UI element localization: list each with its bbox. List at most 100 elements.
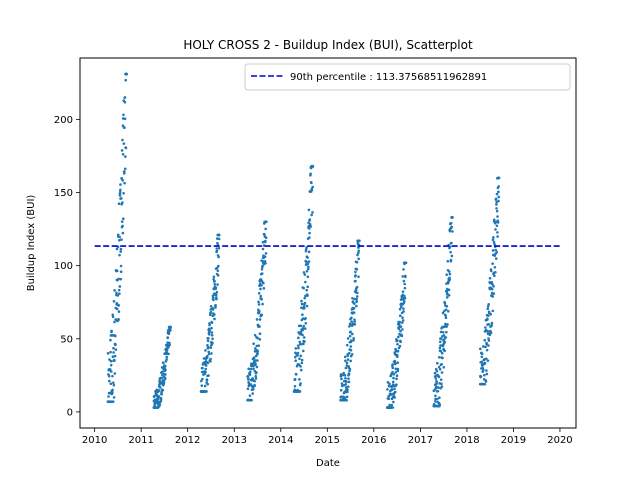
data-point (348, 367, 352, 371)
data-point (114, 343, 117, 346)
data-point (115, 291, 118, 295)
data-point (353, 297, 356, 301)
data-point (448, 272, 452, 276)
data-point (122, 142, 126, 145)
data-point (486, 314, 490, 317)
data-point (347, 372, 351, 376)
data-point (213, 282, 217, 286)
data-point (440, 382, 443, 386)
data-point (480, 360, 484, 364)
data-point (445, 296, 449, 299)
data-point (246, 375, 250, 378)
data-point (123, 181, 126, 185)
data-point (257, 303, 261, 306)
data-point (437, 365, 441, 369)
data-point (490, 324, 493, 327)
data-point (352, 311, 356, 314)
data-point (350, 316, 353, 320)
data-point (307, 260, 311, 263)
data-point (342, 371, 346, 375)
data-point (305, 304, 309, 308)
data-point (159, 398, 163, 402)
data-point (394, 370, 398, 374)
data-point (158, 379, 161, 383)
data-point (450, 254, 454, 258)
x-tick-label: 2016 (361, 435, 386, 446)
legend-box (244, 63, 571, 91)
data-point (487, 302, 490, 306)
data-point (115, 269, 119, 273)
data-point (166, 341, 169, 344)
y-axis-label: Buildup Index (BUI) (26, 195, 37, 292)
data-point (402, 279, 406, 283)
data-point (441, 356, 444, 360)
data-point (400, 296, 404, 299)
data-point (109, 350, 112, 354)
data-point (345, 395, 349, 399)
data-point (263, 233, 266, 236)
data-point (439, 344, 442, 347)
data-point (398, 323, 401, 326)
data-point (495, 209, 499, 213)
data-point (439, 330, 443, 334)
data-point (349, 348, 353, 352)
x-tick-label: 2018 (454, 435, 479, 446)
data-point (451, 230, 454, 233)
data-point (486, 329, 489, 333)
data-point (443, 302, 447, 305)
data-point (117, 277, 120, 281)
y-tick-label: 150 (54, 188, 73, 199)
data-point (484, 326, 487, 329)
data-point (216, 269, 220, 273)
data-point (168, 341, 171, 345)
data-point (388, 382, 391, 386)
data-point (164, 373, 167, 376)
data-point (434, 400, 437, 403)
data-point (447, 288, 451, 292)
data-point (393, 396, 396, 399)
data-point (355, 297, 358, 301)
data-point (163, 376, 167, 380)
data-point (249, 367, 253, 371)
data-point (205, 390, 208, 393)
data-point (294, 347, 298, 350)
x-axis-label: Date (316, 458, 340, 469)
data-point (209, 357, 212, 361)
data-point (492, 292, 496, 295)
data-point (443, 340, 447, 344)
data-point (111, 355, 115, 359)
data-point (261, 247, 265, 251)
data-point (297, 336, 300, 340)
data-point (445, 290, 449, 294)
data-point (448, 245, 452, 249)
data-point (298, 340, 302, 344)
data-point (403, 282, 406, 286)
data-point (395, 374, 399, 378)
data-point (487, 337, 490, 340)
data-point (438, 402, 442, 406)
data-point (256, 336, 259, 340)
data-point (343, 355, 347, 359)
data-point (118, 253, 121, 257)
data-point (121, 152, 125, 156)
data-point (494, 220, 498, 224)
data-point (399, 305, 403, 309)
data-point (255, 344, 259, 348)
data-point (435, 369, 439, 373)
data-point (445, 330, 448, 334)
data-point (210, 334, 214, 337)
data-point (306, 294, 309, 297)
data-point (299, 365, 302, 368)
data-point (260, 268, 264, 271)
data-point (258, 338, 262, 341)
data-point (247, 367, 250, 371)
data-point (112, 351, 115, 354)
data-point (451, 216, 454, 219)
data-point (119, 188, 122, 192)
data-point (396, 355, 399, 359)
data-point (264, 227, 267, 231)
data-point (215, 297, 218, 301)
data-point (302, 336, 306, 339)
data-point (496, 231, 499, 234)
